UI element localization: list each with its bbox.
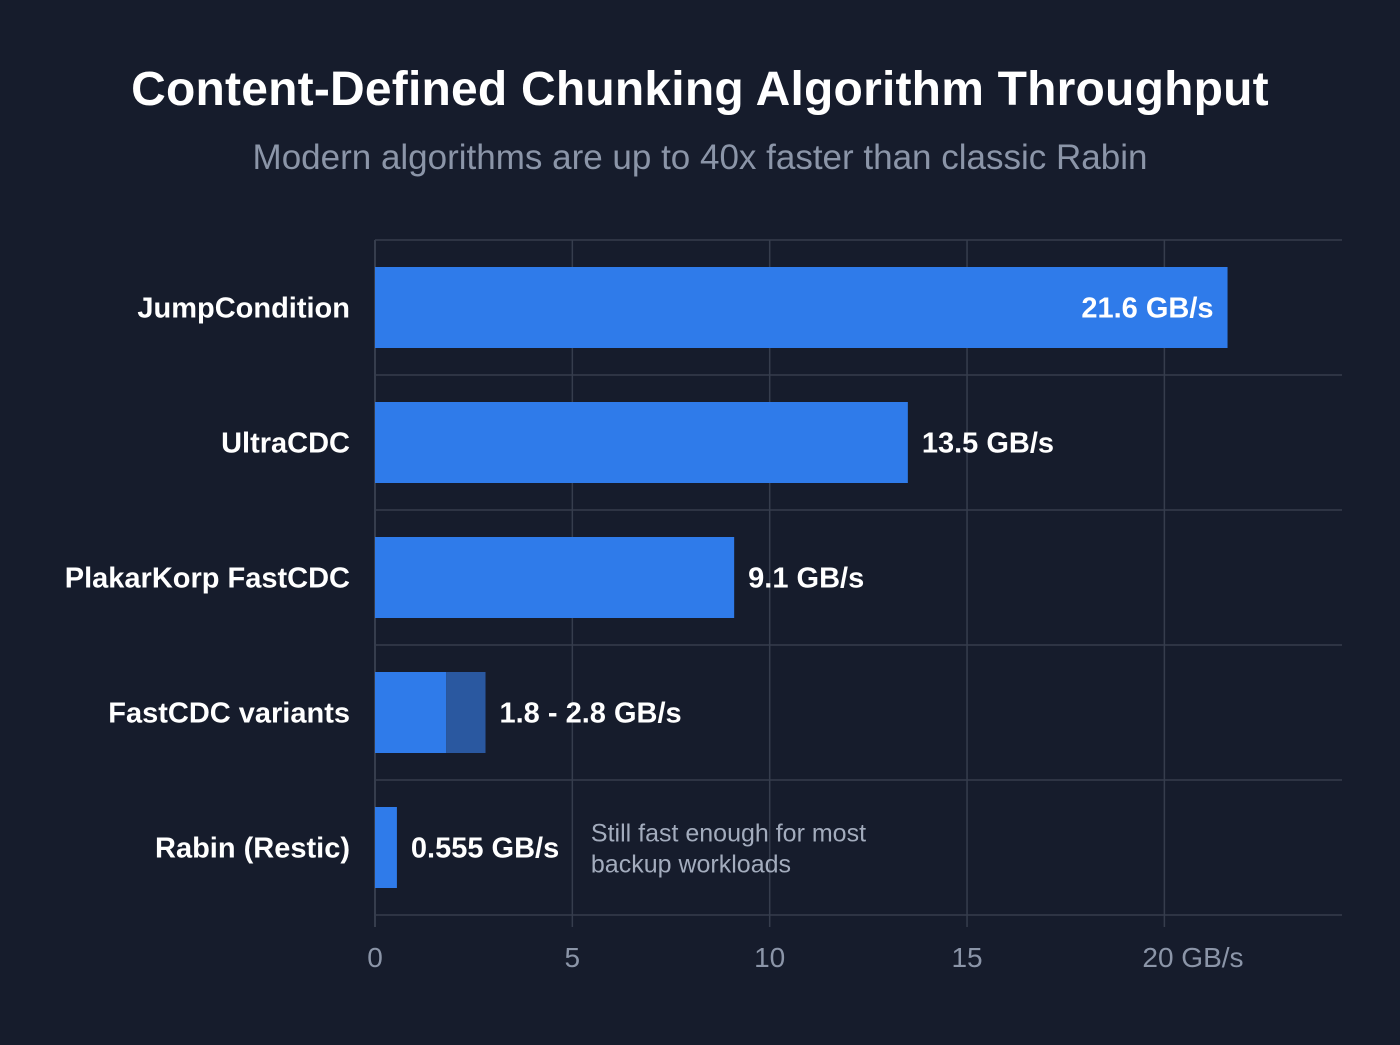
bar-range-extension <box>446 672 486 753</box>
data-label: 1.8 - 2.8 GB/s <box>500 698 682 730</box>
bar <box>375 267 1228 348</box>
category-label: UltraCDC <box>221 428 350 460</box>
bar <box>375 537 735 618</box>
bar <box>375 672 447 753</box>
category-label: PlakarKorp FastCDC <box>65 563 350 595</box>
data-label: 13.5 GB/s <box>922 428 1054 460</box>
bar <box>375 807 397 888</box>
x-tick-label: 0 <box>367 942 383 973</box>
category-label: Rabin (Restic) <box>155 833 350 865</box>
chart-subtitle: Modern algorithms are up to 40x faster t… <box>252 138 1148 177</box>
data-label: 0.555 GB/s <box>411 833 559 865</box>
x-tick-label: 15 <box>951 942 982 973</box>
category-label: FastCDC variants <box>108 698 350 730</box>
x-tick-label: 20 GB/s <box>1142 942 1243 973</box>
bar <box>375 402 908 483</box>
annotation-text: backup workloads <box>591 851 791 879</box>
annotation-text: Still fast enough for most <box>591 820 866 848</box>
category-label: JumpCondition <box>137 293 350 325</box>
x-tick-label: 10 <box>754 942 785 973</box>
x-tick-label: 5 <box>565 942 581 973</box>
data-label: 21.6 GB/s <box>1081 293 1213 325</box>
data-label: 9.1 GB/s <box>748 563 864 595</box>
chart-title: Content-Defined Chunking Algorithm Throu… <box>131 63 1269 116</box>
